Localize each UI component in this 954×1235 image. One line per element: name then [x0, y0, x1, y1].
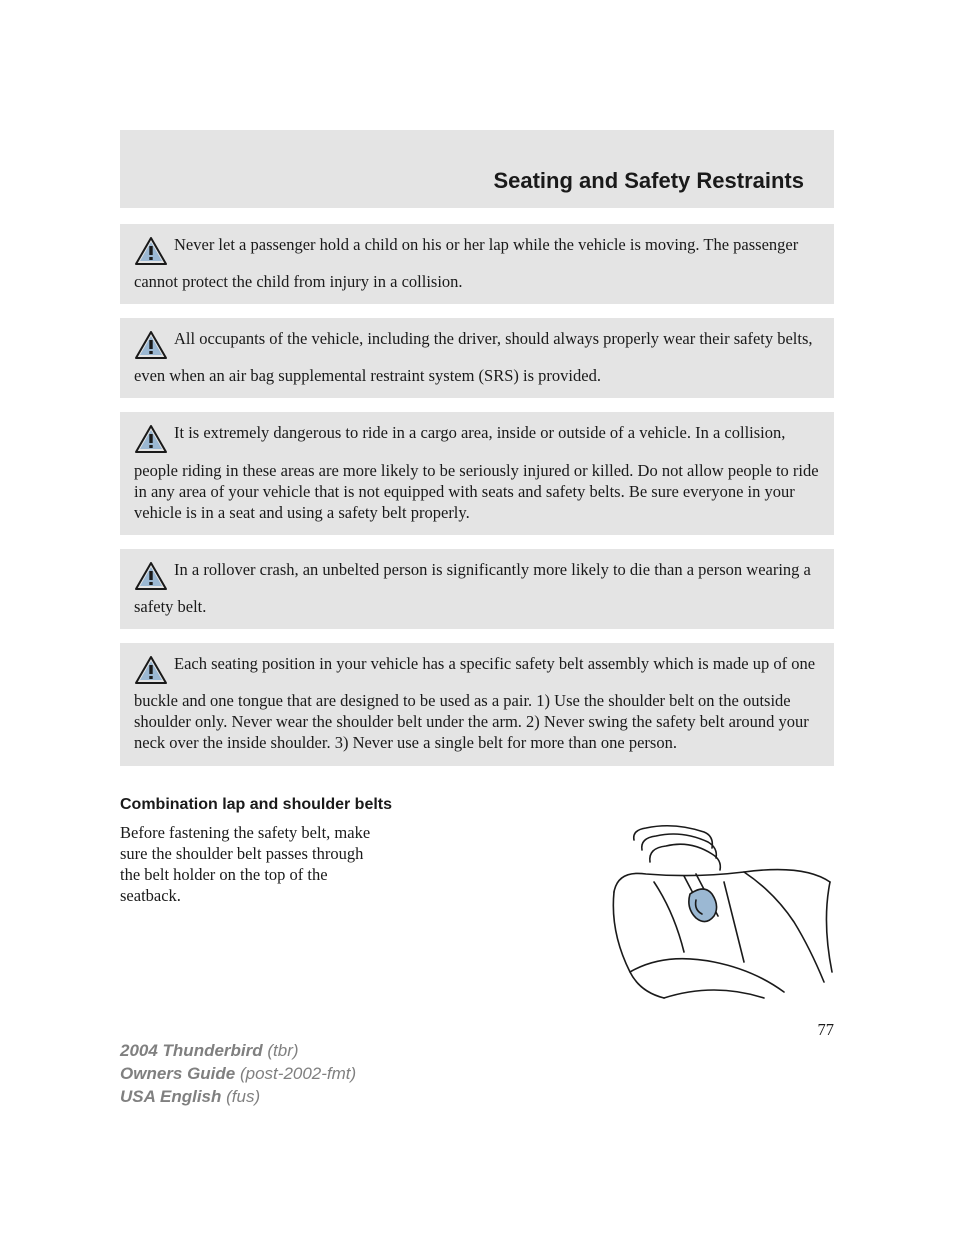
- footer-line: 2004 Thunderbird (tbr): [120, 1040, 356, 1063]
- warning-triangle-icon: [134, 561, 168, 596]
- seat-belt-illustration: 77: [395, 822, 834, 1040]
- warning-text: In a rollover crash, an unbelted person …: [134, 560, 811, 616]
- footer-code: (tbr): [267, 1041, 298, 1060]
- warning-box: It is extremely dangerous to ride in a c…: [120, 412, 834, 534]
- page-content: Seating and Safety Restraints Never let …: [120, 130, 834, 1040]
- warning-box: Each seating position in your vehicle ha…: [120, 643, 834, 765]
- content-row: Before fastening the safety belt, make s…: [120, 822, 834, 1040]
- footer-line: Owners Guide (post-2002-fmt): [120, 1063, 356, 1086]
- section-heading: Combination lap and shoulder belts: [120, 796, 834, 814]
- warning-triangle-icon: [134, 655, 168, 690]
- footer-code: (post-2002-fmt): [240, 1064, 356, 1083]
- footer: 2004 Thunderbird (tbr) Owners Guide (pos…: [120, 1040, 356, 1109]
- warning-triangle-icon: [134, 330, 168, 365]
- warning-box: All occupants of the vehicle, including …: [120, 318, 834, 398]
- header-bar: Seating and Safety Restraints: [120, 130, 834, 208]
- warning-triangle-icon: [134, 424, 168, 459]
- warning-text: It is extremely dangerous to ride in a c…: [134, 423, 819, 521]
- warning-box: Never let a passenger hold a child on hi…: [120, 224, 834, 304]
- footer-guide: Owners Guide: [120, 1064, 235, 1083]
- warning-triangle-icon: [134, 236, 168, 271]
- warning-box: In a rollover crash, an unbelted person …: [120, 549, 834, 629]
- warning-text: All occupants of the vehicle, including …: [134, 329, 813, 385]
- warning-text: Never let a passenger hold a child on hi…: [134, 235, 798, 291]
- page-number: 77: [395, 1020, 834, 1040]
- footer-lang: USA English: [120, 1087, 221, 1106]
- footer-line: USA English (fus): [120, 1086, 356, 1109]
- footer-code: (fus): [226, 1087, 260, 1106]
- page-title: Seating and Safety Restraints: [150, 168, 804, 194]
- section-body: Before fastening the safety belt, make s…: [120, 822, 375, 906]
- footer-model: 2004 Thunderbird: [120, 1041, 263, 1060]
- warning-text: Each seating position in your vehicle ha…: [134, 654, 815, 752]
